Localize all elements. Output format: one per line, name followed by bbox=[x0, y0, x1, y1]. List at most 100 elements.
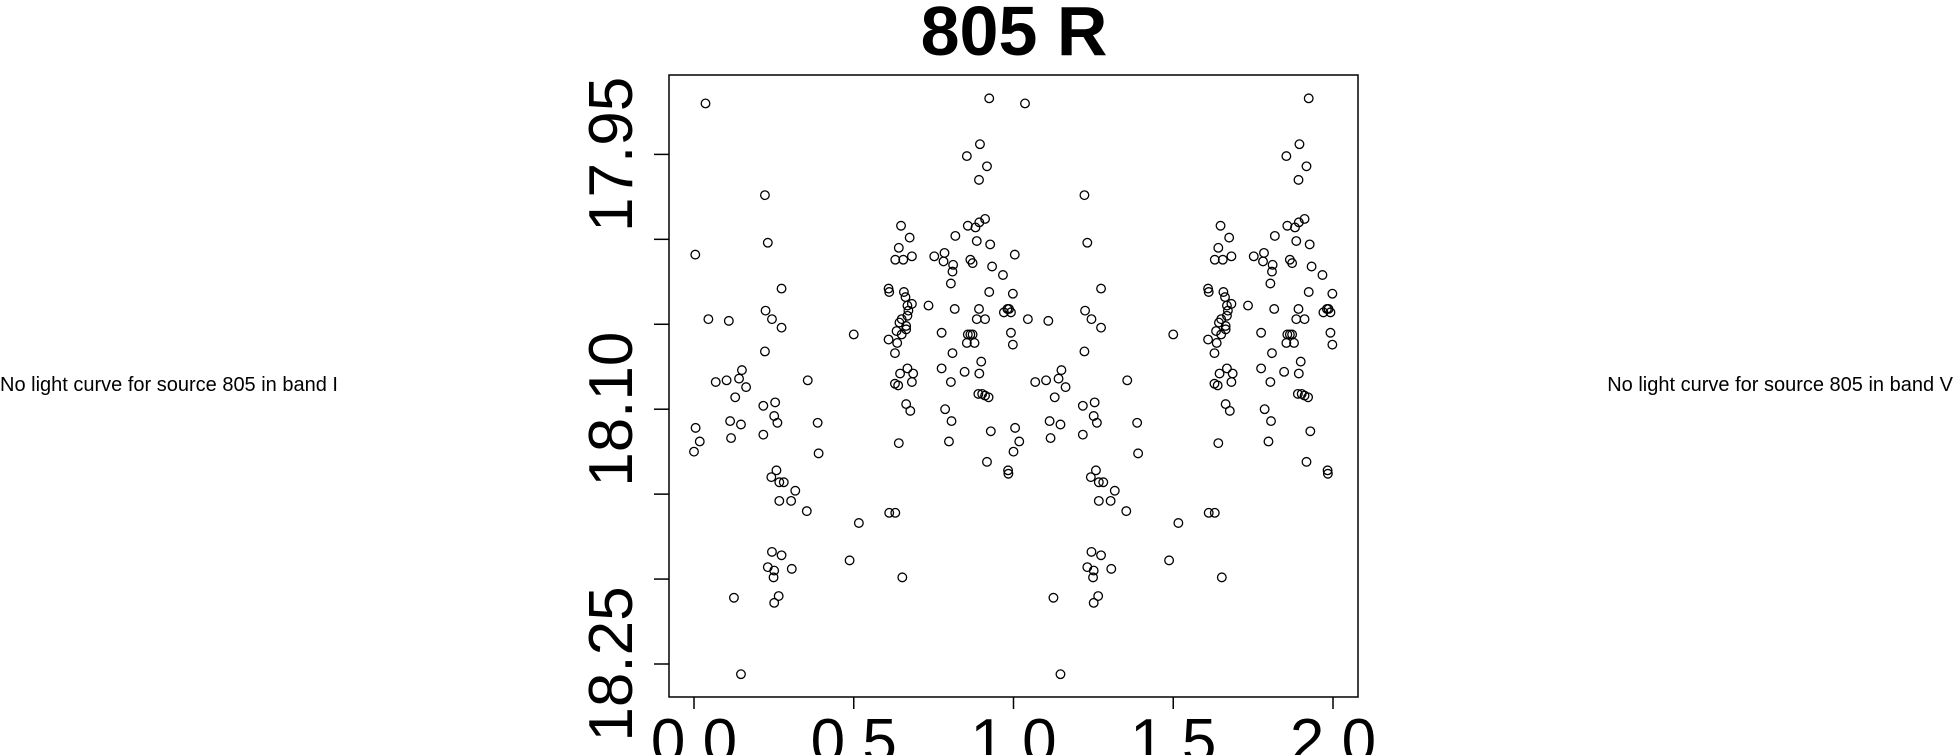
data-point bbox=[1224, 232, 1235, 243]
data-point bbox=[982, 456, 992, 467]
data-point bbox=[1265, 278, 1276, 289]
data-point bbox=[890, 348, 900, 359]
data-point bbox=[1267, 259, 1278, 270]
data-point bbox=[1269, 304, 1280, 314]
data-point bbox=[1085, 472, 1096, 483]
data-point bbox=[1259, 404, 1270, 415]
data-point bbox=[1209, 254, 1220, 265]
data-point bbox=[1287, 258, 1298, 269]
data-point bbox=[778, 477, 789, 488]
data-point bbox=[961, 151, 972, 162]
data-point bbox=[883, 283, 894, 294]
data-point bbox=[848, 329, 859, 340]
data-point bbox=[1055, 669, 1066, 680]
data-point bbox=[1093, 495, 1104, 506]
data-point bbox=[890, 507, 901, 518]
data-point bbox=[1221, 300, 1232, 311]
data-point bbox=[948, 259, 959, 270]
data-point bbox=[998, 270, 1008, 280]
data-point bbox=[1098, 477, 1109, 488]
data-point bbox=[1077, 429, 1088, 440]
data-point bbox=[1213, 438, 1224, 449]
data-point bbox=[741, 382, 752, 393]
data-point bbox=[1303, 93, 1314, 104]
data-point bbox=[974, 368, 985, 379]
data-point bbox=[1086, 546, 1097, 557]
data-point bbox=[689, 446, 699, 457]
data-point bbox=[776, 550, 787, 561]
data-point bbox=[1291, 314, 1302, 325]
data-point bbox=[1079, 346, 1090, 357]
data-point bbox=[1301, 161, 1312, 172]
data-point bbox=[769, 565, 780, 576]
data-point bbox=[1168, 329, 1179, 340]
data-point bbox=[898, 287, 909, 297]
data-point bbox=[902, 300, 913, 311]
data-point bbox=[1317, 270, 1328, 280]
data-point bbox=[1053, 373, 1064, 384]
data-point bbox=[1173, 518, 1184, 528]
data-point bbox=[1004, 304, 1014, 314]
data-point bbox=[726, 433, 737, 444]
data-point bbox=[976, 356, 987, 367]
data-point bbox=[974, 304, 984, 314]
data-point bbox=[1263, 436, 1274, 447]
data-point bbox=[945, 278, 956, 289]
plot-frame bbox=[668, 74, 1359, 698]
data-point bbox=[1203, 507, 1214, 518]
data-point bbox=[896, 220, 906, 231]
data-point bbox=[893, 380, 904, 391]
x-tick-label: 1.5 bbox=[1130, 707, 1216, 755]
data-point bbox=[1279, 366, 1290, 377]
chart-title: 805 R bbox=[921, 0, 1108, 70]
data-point bbox=[1212, 380, 1223, 391]
data-point bbox=[1088, 597, 1099, 608]
data-point bbox=[1041, 375, 1052, 386]
data-point bbox=[923, 300, 934, 311]
data-point bbox=[1226, 377, 1237, 387]
data-point bbox=[902, 310, 913, 321]
data-point bbox=[1293, 304, 1304, 314]
data-point bbox=[985, 239, 996, 250]
data-point bbox=[1284, 329, 1295, 340]
data-point bbox=[1303, 287, 1314, 297]
data-point bbox=[1082, 237, 1093, 248]
data-point bbox=[975, 139, 985, 150]
data-point bbox=[1305, 426, 1316, 437]
data-point bbox=[1211, 338, 1222, 348]
data-point bbox=[844, 555, 855, 566]
data-point bbox=[900, 292, 911, 303]
data-point bbox=[1045, 433, 1056, 444]
data-point bbox=[950, 230, 961, 241]
data-point bbox=[736, 365, 747, 376]
data-point bbox=[961, 338, 972, 348]
data-point bbox=[1022, 314, 1033, 325]
data-point bbox=[1060, 382, 1071, 393]
data-point bbox=[1009, 249, 1020, 260]
data-point bbox=[1299, 314, 1310, 325]
x-axis: 0.0 0.5 1.0 1.5 2.0 bbox=[651, 697, 1376, 755]
data-point bbox=[1203, 287, 1214, 297]
data-point bbox=[786, 495, 797, 506]
data-point bbox=[940, 404, 951, 415]
data-point bbox=[776, 283, 787, 294]
data-point bbox=[690, 422, 701, 433]
data-point bbox=[891, 326, 902, 337]
data-point bbox=[725, 416, 736, 427]
y-axis: 17.95 18.10 18.25 bbox=[577, 77, 669, 742]
data-point bbox=[1043, 315, 1054, 326]
data-point bbox=[1133, 448, 1144, 459]
y-tick-label: 18.25 bbox=[577, 586, 646, 741]
data-point bbox=[721, 375, 732, 386]
data-point bbox=[1089, 397, 1100, 408]
data-point bbox=[938, 256, 949, 267]
band-i-message: No light curve for source 805 in band I bbox=[0, 374, 338, 396]
data-point bbox=[1318, 307, 1329, 318]
data-point bbox=[896, 314, 907, 325]
data-point bbox=[801, 506, 812, 517]
data-point bbox=[767, 546, 777, 557]
data-point bbox=[1096, 322, 1106, 333]
data-point bbox=[802, 375, 813, 386]
data-point bbox=[1088, 565, 1099, 576]
data-point bbox=[1109, 485, 1120, 496]
